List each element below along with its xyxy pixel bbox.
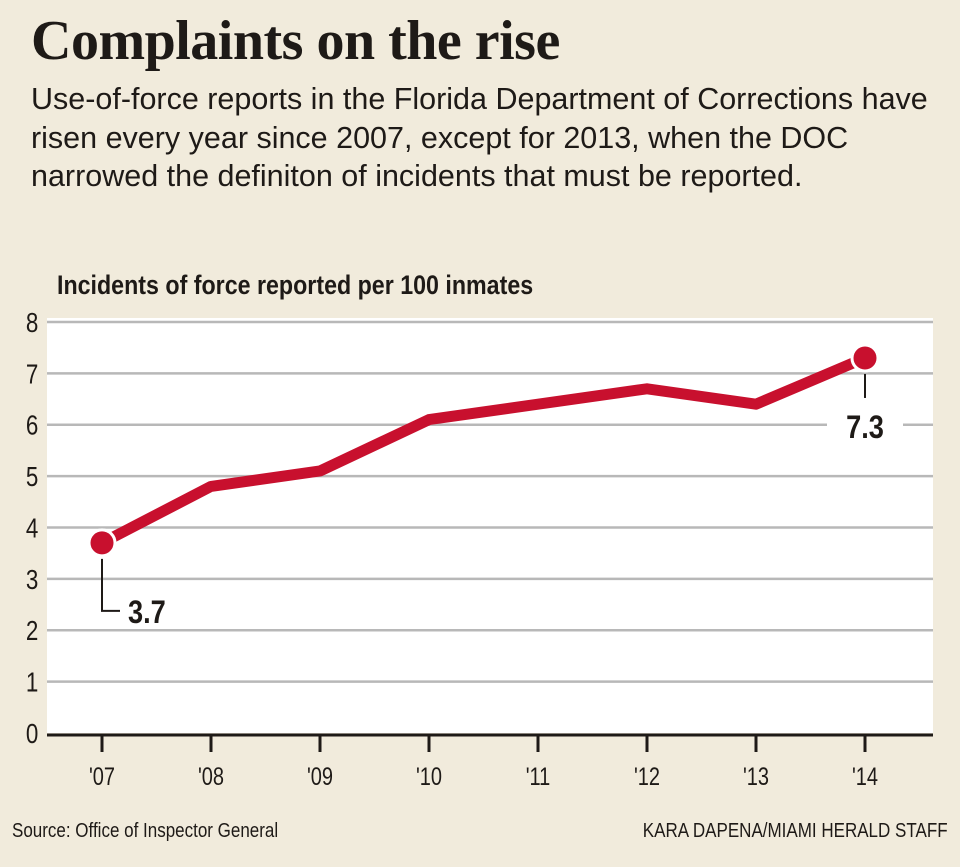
chart-title: Complaints on the rise [31, 10, 560, 72]
series-group [87, 343, 880, 558]
x-tick-label: '08 [198, 763, 224, 791]
annotation-backdrop [827, 409, 903, 442]
y-axis-ticks: 0 1 2 3 4 5 6 7 8 [26, 308, 38, 750]
annotation-label: 7.3 [846, 410, 884, 446]
y-tick-label: 3 [26, 565, 38, 596]
gridlines [47, 320, 933, 683]
x-tick-label: '10 [416, 763, 442, 791]
x-axis-ticks: '07 '08 '09 '10 '11 '12 '13 '14 [89, 735, 878, 791]
annotation-label: 3.7 [128, 595, 166, 631]
x-tick-label: '14 [852, 763, 878, 791]
credit-line: KARA DAPENA/MIAMI HERALD STAFF [643, 820, 948, 842]
y-tick-label: 5 [26, 462, 38, 493]
x-tick-label: '09 [307, 763, 333, 791]
series-line [96, 352, 871, 549]
x-tick-label: '11 [526, 763, 551, 791]
source-note: Source: Office of Inspector General [12, 820, 279, 842]
y-tick-label: 7 [26, 359, 38, 390]
annotation-leader [101, 558, 120, 612]
chart-subtitle: Use-of-force reports in the Florida Depa… [31, 82, 928, 193]
data-point [850, 343, 880, 373]
y-tick-label: 0 [26, 719, 38, 750]
y-tick-label: 4 [26, 513, 38, 544]
x-tick-label: '12 [634, 763, 660, 791]
y-tick-label: 8 [26, 308, 38, 339]
y-tick-label: 1 [26, 667, 38, 698]
x-tick-label: '07 [89, 763, 115, 791]
y-tick-label: 6 [26, 410, 38, 441]
annotations: 3.7 7.3 [101, 373, 903, 631]
chart-heading: Incidents of force reported per 100 inma… [57, 270, 534, 300]
data-point [87, 528, 117, 558]
x-tick-label: '13 [743, 763, 769, 791]
y-tick-label: 2 [26, 616, 38, 647]
